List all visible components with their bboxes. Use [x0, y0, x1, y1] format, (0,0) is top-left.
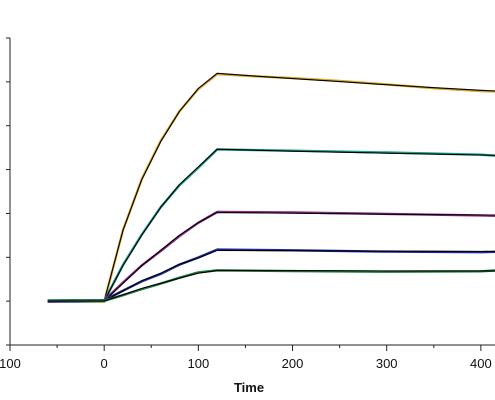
series-fit-line — [47, 270, 495, 302]
plot-area — [47, 72, 495, 303]
series-fit-line — [47, 72, 495, 302]
x-tick-label: 100 — [0, 356, 21, 371]
series-data-trace — [47, 269, 495, 302]
x-tick-label: 0 — [101, 356, 108, 371]
x-tick-label: 200 — [282, 356, 304, 371]
series-data-trace — [47, 72, 495, 303]
x-tick-label: 300 — [376, 356, 398, 371]
x-axis-ticks: 100 0 100 200 300 400 — [0, 345, 492, 371]
y-axis-ticks — [6, 37, 10, 346]
x-tick-label: 400 — [470, 356, 492, 371]
x-axis-title: Time — [234, 380, 264, 395]
x-tick-label: 100 — [187, 356, 209, 371]
series-data-trace — [47, 148, 495, 303]
